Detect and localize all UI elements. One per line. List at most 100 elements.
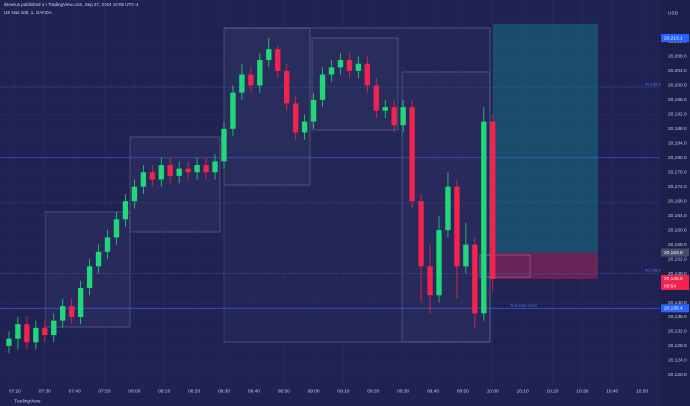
candle-body — [230, 92, 236, 129]
candle-body — [400, 107, 406, 126]
candle-body — [257, 60, 263, 86]
y-tick-label: 20,120.0 — [668, 372, 687, 378]
y-tick-label: 20,184.0 — [668, 141, 687, 147]
y-tick-label: 20,208.0 — [668, 54, 687, 60]
level-label: True Day Open — [510, 302, 537, 307]
candle-body — [391, 107, 397, 126]
candle-body — [445, 186, 451, 231]
x-tick-label: 08:20 — [188, 388, 200, 394]
candle-body — [104, 237, 111, 252]
candle-body — [185, 168, 191, 173]
candle-body — [292, 103, 299, 133]
price-label: 20,213.1 — [664, 35, 683, 41]
x-tick-label: 08:00 — [128, 388, 140, 394]
target-zone — [493, 23, 598, 253]
price-label-bg — [661, 248, 689, 257]
candle-body — [346, 60, 353, 71]
x-tick-label: 07:30 — [39, 388, 51, 394]
level-label: 20,199.5 — [645, 81, 661, 86]
currency: USD — [668, 10, 679, 16]
candle-body — [266, 49, 272, 61]
candle-body — [131, 186, 138, 202]
candle-body — [319, 74, 326, 100]
candle-body — [275, 49, 281, 71]
y-tick-label: 20,156.0 — [668, 242, 687, 248]
level-label: 20,148.0 — [645, 268, 661, 273]
price-label-bg — [661, 304, 689, 313]
candle-body — [373, 85, 379, 111]
x-tick-label: 08:10 — [158, 388, 170, 394]
price-label: 20,138.4 — [664, 306, 683, 312]
candle-body — [454, 186, 460, 267]
y-tick-label: 20,132.0 — [668, 329, 687, 335]
chart-title: US Nas 100, 1, OANDA — [4, 10, 52, 15]
candle-body — [490, 121, 496, 279]
candle-body — [77, 288, 84, 317]
drawn-box — [479, 254, 531, 278]
candle-body — [301, 121, 308, 133]
candle-body — [24, 324, 30, 343]
x-tick-label: 08:30 — [218, 388, 230, 394]
candle-body — [221, 128, 227, 162]
y-tick-label: 20,164.0 — [668, 213, 687, 219]
y-tick-label: 20,176.0 — [668, 170, 687, 176]
candle-body — [463, 244, 469, 267]
x-tick-label: 09:40 — [427, 388, 439, 394]
price-axis-bg — [660, 0, 690, 406]
drawn-box — [311, 37, 399, 131]
candle-body — [60, 306, 66, 321]
candle-body — [15, 324, 21, 339]
candle-body — [427, 266, 433, 296]
x-tick-label: 08:40 — [248, 388, 260, 394]
y-tick-label: 20,212.0 — [668, 39, 687, 45]
brand: TradingView — [14, 398, 41, 404]
candle-body — [436, 230, 442, 296]
x-tick-label: 07:40 — [69, 388, 81, 394]
x-tick-label: 08:50 — [278, 388, 290, 394]
candle-body — [86, 266, 93, 289]
candle-body — [418, 201, 424, 267]
y-tick-label: 20,152.0 — [668, 256, 687, 262]
candle-body — [140, 172, 147, 187]
x-tick-label: 10:40 — [606, 388, 618, 394]
y-tick-label: 20,196.0 — [668, 97, 687, 103]
candle-body — [239, 74, 245, 93]
y-tick-label: 20,160.0 — [668, 227, 687, 233]
candle-body — [355, 63, 362, 71]
y-tick-label: 20,124.0 — [668, 358, 687, 364]
header: iNewtus published on TradingView.com, Se… — [4, 2, 139, 7]
x-tick-label: 10:20 — [546, 388, 558, 394]
candle-body — [203, 165, 209, 173]
y-tick-label: 20,168.0 — [668, 198, 687, 204]
x-tick-label: 09:20 — [367, 388, 379, 394]
x-tick-label: 09:50 — [457, 388, 469, 394]
candle-body — [42, 327, 48, 336]
candle-body — [284, 70, 290, 104]
candle-body — [382, 107, 388, 111]
candle-body — [176, 168, 182, 176]
x-tick-label: 10:10 — [517, 388, 529, 394]
x-tick-label: 07:20 — [9, 388, 21, 394]
candle-body — [113, 219, 120, 238]
candle-body — [51, 320, 57, 336]
y-tick-label: 20,188.0 — [668, 126, 687, 132]
candle-body — [212, 161, 218, 173]
candle-body — [122, 201, 129, 220]
x-tick-label: 09:30 — [397, 388, 409, 394]
candle-body — [328, 67, 335, 75]
y-tick-label: 20,192.0 — [668, 112, 687, 118]
candle-body — [310, 99, 317, 122]
candle-body — [337, 60, 344, 68]
price-label: 20,146.5 — [664, 276, 683, 282]
y-tick-label: 20,180.0 — [668, 155, 687, 161]
price-label-bg — [661, 33, 689, 42]
y-tick-label: 20,128.0 — [668, 343, 687, 349]
price-label: 20,153.8 — [664, 250, 683, 256]
x-tick-label: 07:50 — [99, 388, 111, 394]
x-tick-label: 09:00 — [308, 388, 320, 394]
candle-body — [158, 165, 164, 180]
candle-body — [95, 251, 102, 267]
price-label-bg — [661, 274, 689, 283]
x-tick-label: 10:00 — [487, 388, 499, 394]
